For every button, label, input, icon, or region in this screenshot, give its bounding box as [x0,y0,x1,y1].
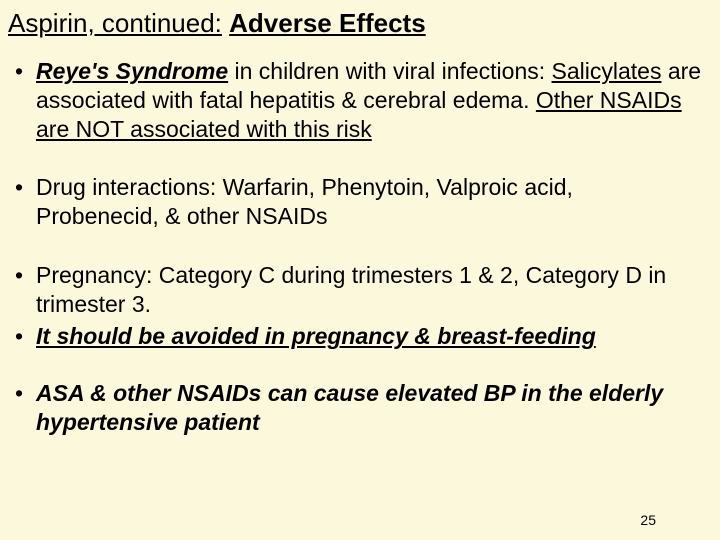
slide-title: Aspirin, continued: Adverse Effects [8,8,702,39]
title-part1: Aspirin, continued: [8,8,222,38]
bullet-list: Pregnancy: Category C during trimesters … [8,261,702,319]
body-text: Pregnancy: Category C during trimesters … [36,262,666,317]
emphasis-text: Reye's Syndrome [36,58,228,84]
page-number: 25 [640,512,656,528]
bullet-list: Reye's Syndrome in children with viral i… [8,57,702,143]
title-part2: Adverse Effects [229,8,426,38]
list-item: Reye's Syndrome in children with viral i… [8,57,702,143]
bullet-list: ASA & other NSAIDs can cause elevated BP… [8,379,702,437]
list-item: Drug interactions: Warfarin, Phenytoin, … [8,173,702,231]
bullet-list: Drug interactions: Warfarin, Phenytoin, … [8,173,702,231]
body-text: in children with viral infections: [228,58,551,84]
body-text: Drug interactions: Warfarin, Phenytoin, … [36,174,573,229]
underline-text: Salicylates [552,58,662,84]
list-item: It should be avoided in pregnancy & brea… [8,322,702,351]
list-item: ASA & other NSAIDs can cause elevated BP… [8,379,702,437]
emphasis-text: ASA & other NSAIDs can cause elevated BP… [36,380,663,435]
emphasis-text: It should be avoided in pregnancy & brea… [36,323,596,349]
bullet-list: It should be avoided in pregnancy & brea… [8,322,702,351]
list-item: Pregnancy: Category C during trimesters … [8,261,702,319]
